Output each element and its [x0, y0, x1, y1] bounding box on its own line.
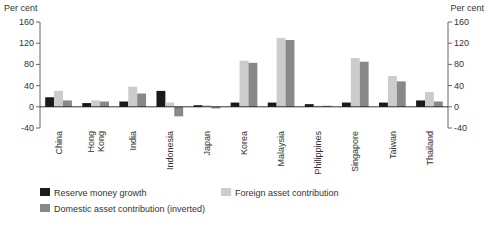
- bar: [119, 102, 128, 107]
- legend-swatch: [40, 204, 50, 212]
- bar: [379, 103, 388, 107]
- bar: [156, 91, 165, 107]
- x-tick-label: Korea: [239, 131, 249, 155]
- x-tick-label: Japan: [202, 131, 212, 156]
- bar: [165, 103, 174, 107]
- bar: [45, 97, 54, 107]
- bar: [91, 100, 100, 106]
- x-tick-label: India: [128, 131, 138, 151]
- legend-item: Foreign asset contribution: [221, 188, 339, 198]
- legend-swatch: [40, 188, 50, 196]
- bar: [100, 102, 109, 107]
- bar: [54, 91, 63, 107]
- y-tick-label: 80: [24, 59, 34, 69]
- y2-tick: [448, 128, 452, 129]
- x-tick-label-line: Philippines: [313, 131, 323, 175]
- bar: [128, 87, 137, 107]
- y2-tick: [448, 85, 452, 86]
- bar: [231, 103, 240, 107]
- y2-tick-label: -40: [454, 123, 467, 133]
- y2-tick-label: 160: [454, 17, 469, 27]
- y-tick: [36, 85, 40, 86]
- y-tick: [36, 106, 40, 107]
- y-tick-label: 0: [29, 102, 34, 112]
- bars: [45, 38, 443, 116]
- legend: Reserve money growth Foreign asset contri…: [40, 188, 339, 214]
- bar: [248, 63, 257, 107]
- bar: [286, 40, 295, 107]
- bar: [397, 81, 406, 106]
- legend-swatch: [221, 188, 231, 196]
- x-tick-label: Philippines: [313, 131, 323, 175]
- y2-tick-label: 40: [454, 81, 464, 91]
- y2-tick-label: 120: [454, 38, 469, 48]
- bar: [388, 76, 397, 107]
- bar: [82, 103, 91, 107]
- bar: [416, 100, 425, 106]
- y2-axis-label: Per cent: [450, 3, 484, 13]
- y-tick-label: 160: [19, 17, 34, 27]
- y2-tick-label: 80: [454, 59, 464, 69]
- y2-tick: [448, 106, 452, 107]
- zero-line: [40, 106, 448, 107]
- x-tick-label-line: Taiwan: [388, 131, 398, 159]
- y2-tick: [448, 43, 452, 44]
- x-tick-label: Taiwan: [388, 131, 398, 159]
- bar: [268, 103, 277, 107]
- bar: [240, 61, 249, 107]
- bar: [277, 38, 286, 107]
- bar: [137, 94, 146, 107]
- x-tick-label: China: [54, 131, 64, 155]
- bar: [342, 103, 351, 107]
- x-tick-label: HongKong: [86, 131, 105, 153]
- x-tick-label: Indonesia: [165, 131, 175, 170]
- y2-tick: [448, 64, 452, 65]
- y-tick: [36, 64, 40, 65]
- x-tick-label-line: Thailand: [425, 131, 435, 166]
- x-tick-label-line: India: [128, 131, 138, 151]
- y-tick: [36, 128, 40, 129]
- y-tick: [36, 43, 40, 44]
- x-tick-label: Malaysia: [276, 131, 286, 167]
- x-tick-label-line: Japan: [202, 131, 212, 156]
- legend-item: Reserve money growth: [40, 188, 147, 198]
- bar: [360, 62, 369, 107]
- y2-tick: [448, 22, 452, 23]
- chart-svg: Per cent Per cent -40 0 40 80 120 160 -40 0 40 80 12…: [0, 0, 488, 225]
- x-tick-label-line: Singapore: [350, 131, 360, 172]
- y-tick-label: -40: [21, 123, 34, 133]
- y-axis-line: [40, 22, 41, 128]
- y-tick: [36, 22, 40, 23]
- legend-label: Domestic asset contribution (inverted): [54, 204, 205, 214]
- y-tick-label: 40: [24, 81, 34, 91]
- bar: [425, 92, 434, 107]
- y-tick-label: 120: [19, 38, 34, 48]
- bar: [434, 102, 443, 107]
- x-tick-label-line: Kong: [96, 131, 106, 152]
- legend-label: Foreign asset contribution: [235, 188, 339, 198]
- bar: [174, 107, 183, 117]
- y2-tick-label: 0: [454, 102, 459, 112]
- bar: [351, 58, 360, 107]
- legend-label: Reserve money growth: [54, 188, 147, 198]
- bar: [63, 100, 72, 106]
- x-tick-label-line: Indonesia: [165, 131, 175, 170]
- y2-axis-line: [448, 22, 449, 128]
- chart-container: Per cent Per cent -40 0 40 80 120 160 -40 0 40 80 12…: [0, 0, 488, 225]
- legend-item: Domestic asset contribution (inverted): [40, 204, 205, 214]
- y-axis-label: Per cent: [4, 3, 38, 13]
- x-tick-label: Thailand: [425, 131, 435, 166]
- x-tick-label-line: Korea: [239, 131, 249, 155]
- x-tick-label-line: China: [54, 131, 64, 155]
- x-tick-label-line: Malaysia: [276, 131, 286, 167]
- x-tick-label: Singapore: [350, 131, 360, 172]
